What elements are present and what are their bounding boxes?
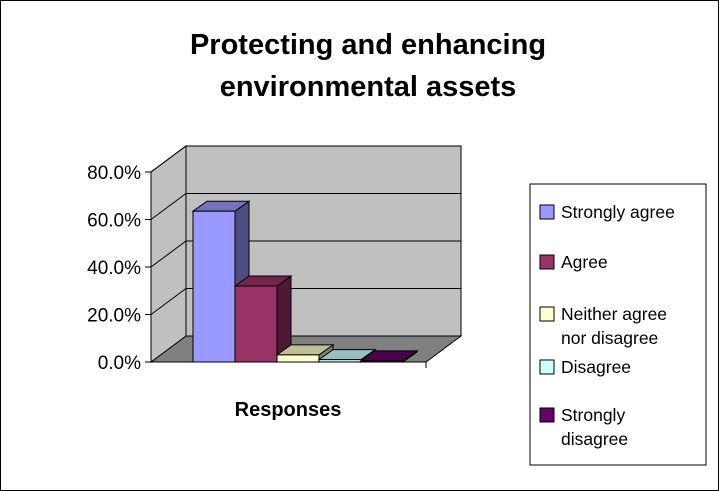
gridline-side: [150, 145, 187, 173]
legend-item: Neither agree nor disagree: [539, 304, 667, 348]
gridline-side: [150, 240, 187, 268]
y-tick-label: 40.0%: [87, 258, 141, 279]
legend-swatch: [539, 254, 555, 270]
legend-swatch: [539, 306, 555, 322]
legend-item: Disagree: [539, 357, 631, 377]
y-axis: 0.0% 20.0% 40.0% 60.0% 80.0%: [87, 163, 427, 374]
y-tick-label: 20.0%: [87, 306, 141, 327]
legend: Strongly agree Agree Neither agree nor disa…: [539, 202, 675, 449]
legend-label: Disagree: [561, 357, 631, 377]
legend-label: Strongly disagree: [561, 405, 628, 449]
y-tick-label: 60.0%: [87, 211, 141, 232]
bar-front: [360, 360, 404, 363]
legend-swatch: [539, 359, 555, 375]
legend-label: Strongly agree: [561, 202, 675, 222]
legend-item: Agree: [539, 252, 608, 272]
bar-strongly-disagree: [359, 349, 419, 363]
y-tick-label: 80.0%: [87, 163, 141, 184]
legend-swatch: [539, 204, 555, 220]
bars: [191, 200, 419, 363]
x-axis-label: Responses: [235, 399, 342, 421]
legend-box: [529, 183, 707, 466]
gridline-side: [150, 288, 187, 315]
legend-item: Strongly disagree: [539, 405, 628, 449]
gridline-side: [150, 193, 187, 220]
chart-title-line-1: Protecting and enhancing: [190, 29, 546, 61]
legend-label: Agree: [561, 252, 608, 272]
legend-swatch: [539, 407, 555, 423]
y-tick-label: 0.0%: [98, 353, 141, 374]
bar-front: [276, 354, 320, 363]
legend-item: Strongly agree: [539, 202, 675, 222]
bar-front: [192, 210, 236, 363]
bar-front: [318, 359, 362, 363]
legend-label: Neither agree nor disagree: [561, 304, 667, 348]
bar-agree: [233, 275, 293, 363]
bar-front: [234, 285, 278, 363]
bar-strongly-agree: [191, 200, 251, 363]
chart-title-line-2: environmental assets: [220, 71, 517, 103]
